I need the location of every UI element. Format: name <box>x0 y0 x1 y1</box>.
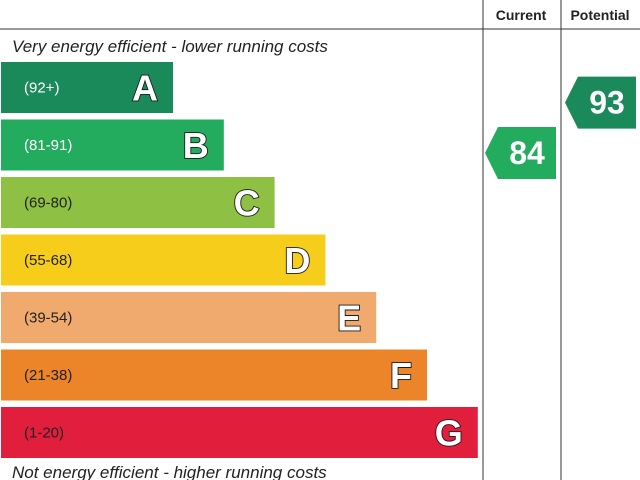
band-g-range: (1-20) <box>24 425 64 442</box>
band-a-range: (92+) <box>24 80 59 97</box>
band-c: (69-80) C <box>1 177 275 228</box>
band-g-letter: G <box>435 413 463 454</box>
band-c-bar <box>1 177 275 228</box>
band-a: (92+) A <box>1 62 173 113</box>
potential-rating-arrow-shape <box>565 76 636 129</box>
band-e-letter: E <box>337 298 361 339</box>
band-f-bar <box>1 349 427 401</box>
band-g: (1-20) G <box>1 407 478 458</box>
potential-column-header: Potential <box>570 7 629 23</box>
band-e-bar <box>1 292 377 343</box>
rating-bands: (92+) A (81-91) B (69-80) C (55-68) D (39-54) E (2… <box>1 62 478 458</box>
band-b-letter: B <box>183 125 209 166</box>
band-c-range: (69-80) <box>24 195 72 212</box>
band-b: (81-91) B <box>1 119 224 171</box>
current-column-header: Current <box>496 7 547 23</box>
band-a-bar <box>1 62 173 113</box>
band-d: (55-68) D <box>1 234 326 286</box>
potential-rating-arrow: 93 <box>565 76 636 129</box>
band-b-bar <box>1 119 224 171</box>
band-d-letter: D <box>284 240 310 281</box>
potential-rating-value: 93 <box>589 85 625 121</box>
current-rating-arrow-shape <box>485 127 556 180</box>
band-d-bar <box>1 234 326 286</box>
bottom-caption: Not energy efficient - higher running co… <box>12 463 327 480</box>
current-rating-value: 84 <box>509 135 545 171</box>
top-caption: Very energy efficient - lower running co… <box>12 37 328 56</box>
band-b-range: (81-91) <box>24 137 72 154</box>
band-f: (21-38) F <box>1 349 427 401</box>
band-g-bar <box>1 407 478 458</box>
band-e: (39-54) E <box>1 292 377 343</box>
band-e-range: (39-54) <box>24 310 72 327</box>
current-rating-arrow: 84 <box>485 127 556 180</box>
band-a-letter: A <box>132 68 158 109</box>
band-f-range: (21-38) <box>24 367 72 384</box>
band-c-letter: C <box>234 183 260 224</box>
band-f-letter: F <box>390 355 412 396</box>
band-d-range: (55-68) <box>24 252 72 269</box>
